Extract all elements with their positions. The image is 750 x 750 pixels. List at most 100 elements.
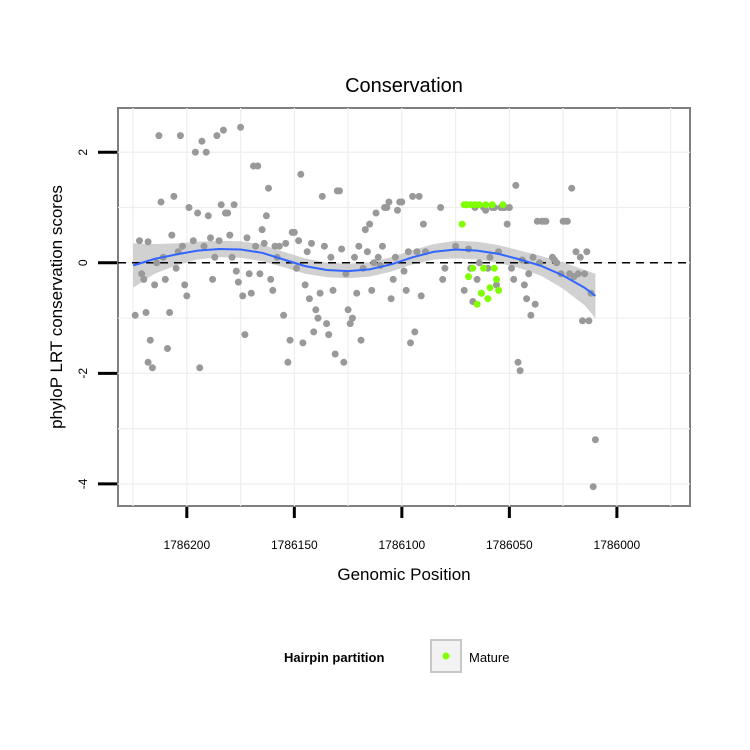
- data-point: [510, 275, 518, 283]
- data-point: [310, 328, 318, 336]
- data-point: [183, 292, 191, 300]
- data-point: [327, 253, 335, 261]
- data-point: [140, 275, 148, 283]
- data-point: [574, 270, 582, 278]
- data-point: [417, 292, 425, 300]
- mature-point: [458, 220, 466, 228]
- data-point: [209, 275, 217, 283]
- legend: Hairpin partition Mature: [284, 639, 509, 673]
- mature-point: [495, 286, 503, 294]
- data-point: [258, 226, 266, 234]
- data-point: [286, 336, 294, 344]
- data-point: [269, 286, 277, 294]
- data-point: [523, 295, 531, 303]
- mature-points: [458, 201, 507, 308]
- data-point: [138, 270, 146, 278]
- data-point: [316, 289, 324, 297]
- data-point: [355, 242, 363, 250]
- data-point: [185, 204, 193, 211]
- data-point: [241, 331, 249, 339]
- data-point: [404, 248, 412, 256]
- data-point: [234, 278, 242, 286]
- data-point: [589, 483, 597, 491]
- data-point: [419, 220, 427, 228]
- data-point: [155, 132, 163, 140]
- data-point: [363, 248, 371, 256]
- data-point: [336, 187, 343, 195]
- data-point: [563, 217, 571, 225]
- data-point: [142, 309, 150, 316]
- data-point: [172, 264, 180, 272]
- data-point: [542, 217, 550, 225]
- data-point: [361, 226, 369, 234]
- data-point: [280, 311, 288, 319]
- data-point: [297, 170, 305, 178]
- data-point: [591, 436, 599, 444]
- mature-point: [484, 295, 492, 303]
- data-point: [372, 209, 380, 217]
- data-point: [402, 286, 410, 294]
- mature-point: [482, 201, 490, 209]
- data-point: [379, 242, 386, 250]
- data-point: [239, 292, 247, 300]
- data-point: [465, 245, 472, 253]
- plot-panel: [117, 107, 691, 507]
- data-point: [353, 289, 361, 297]
- data-point: [213, 132, 221, 140]
- mature-point: [465, 273, 472, 281]
- mature-point: [499, 201, 507, 209]
- data-point: [224, 209, 232, 217]
- data-point: [585, 317, 593, 325]
- data-point: [252, 242, 260, 250]
- data-point: [514, 358, 522, 366]
- data-point: [441, 264, 449, 272]
- data-point: [329, 286, 337, 294]
- data-point: [207, 234, 214, 242]
- data-point: [237, 123, 245, 131]
- data-point: [394, 206, 401, 214]
- data-point: [262, 212, 270, 220]
- data-point: [256, 270, 264, 278]
- data-point: [308, 239, 315, 247]
- data-point: [157, 198, 165, 206]
- data-point: [254, 162, 262, 170]
- legend-title: Hairpin partition: [284, 650, 384, 665]
- x-axis: 1786200 1786150 1786100 1786050 1786000: [163, 507, 641, 552]
- data-point: [391, 253, 399, 261]
- data-point: [230, 201, 238, 209]
- mature-point: [477, 289, 485, 297]
- data-point: [525, 270, 533, 278]
- data-point: [189, 237, 197, 245]
- data-point: [516, 367, 524, 375]
- data-point: [312, 306, 320, 314]
- data-point: [583, 248, 591, 256]
- data-point: [529, 253, 537, 261]
- data-point: [411, 328, 419, 336]
- y-tick-label: 0: [76, 259, 90, 266]
- data-point: [219, 126, 227, 134]
- legend-mature-dot: [442, 652, 450, 660]
- data-point: [475, 259, 483, 267]
- data-point: [503, 220, 511, 228]
- data-point: [191, 148, 199, 156]
- chart-title: Conservation: [345, 75, 463, 97]
- data-point: [407, 339, 414, 347]
- data-point: [389, 275, 397, 283]
- data-point: [413, 248, 421, 256]
- data-point: [232, 267, 240, 275]
- data-point: [439, 275, 447, 283]
- data-point: [370, 259, 378, 267]
- mature-point: [473, 300, 481, 308]
- mature-point: [480, 264, 488, 272]
- data-point: [344, 306, 352, 314]
- data-point: [374, 253, 382, 261]
- data-point: [493, 281, 500, 289]
- data-point: [553, 259, 561, 267]
- data-point: [338, 245, 346, 253]
- y-axis-title: phyloP LRT conservation scores: [47, 185, 66, 429]
- data-point: [579, 317, 586, 325]
- data-point: [527, 311, 535, 319]
- data-point: [284, 358, 292, 366]
- data-point: [346, 320, 354, 328]
